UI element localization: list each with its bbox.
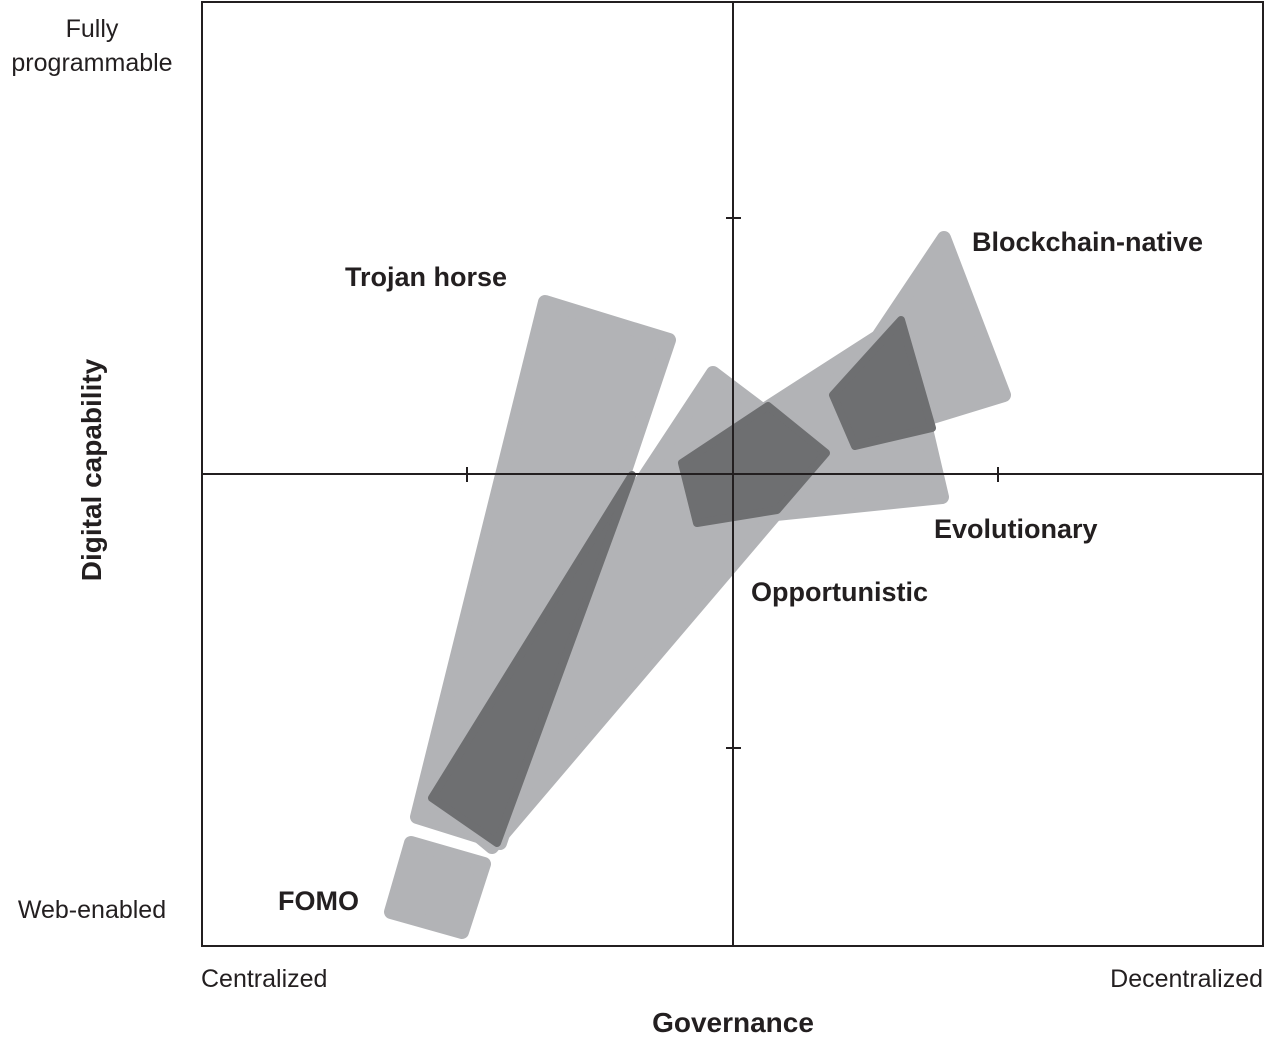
overlap-evolutionary-blockchain <box>829 316 936 450</box>
label-trojan-horse: Trojan horse <box>345 262 507 292</box>
y-axis-top-label-line2: programmable <box>11 49 172 77</box>
overlap-opportunistic-evolutionary <box>678 402 830 527</box>
x-axis-right-label: Decentralized <box>1110 965 1263 993</box>
x-axis-left-label: Centralized <box>201 965 327 993</box>
label-blockchain-native: Blockchain-native <box>972 227 1203 257</box>
y-axis-top-label-line1: Fully <box>66 15 119 43</box>
x-axis-title: Governance <box>652 1007 814 1038</box>
label-opportunistic: Opportunistic <box>751 577 928 607</box>
axes <box>201 1 1264 947</box>
overlap-layer <box>428 316 936 847</box>
y-axis-bottom-label: Web-enabled <box>18 896 166 924</box>
label-fomo: FOMO <box>278 886 359 916</box>
y-axis-title: Digital capability <box>76 358 107 581</box>
region-fomo <box>384 836 491 939</box>
overlap-trojan-opportunistic <box>428 471 636 847</box>
label-evolutionary: Evolutionary <box>934 514 1098 544</box>
